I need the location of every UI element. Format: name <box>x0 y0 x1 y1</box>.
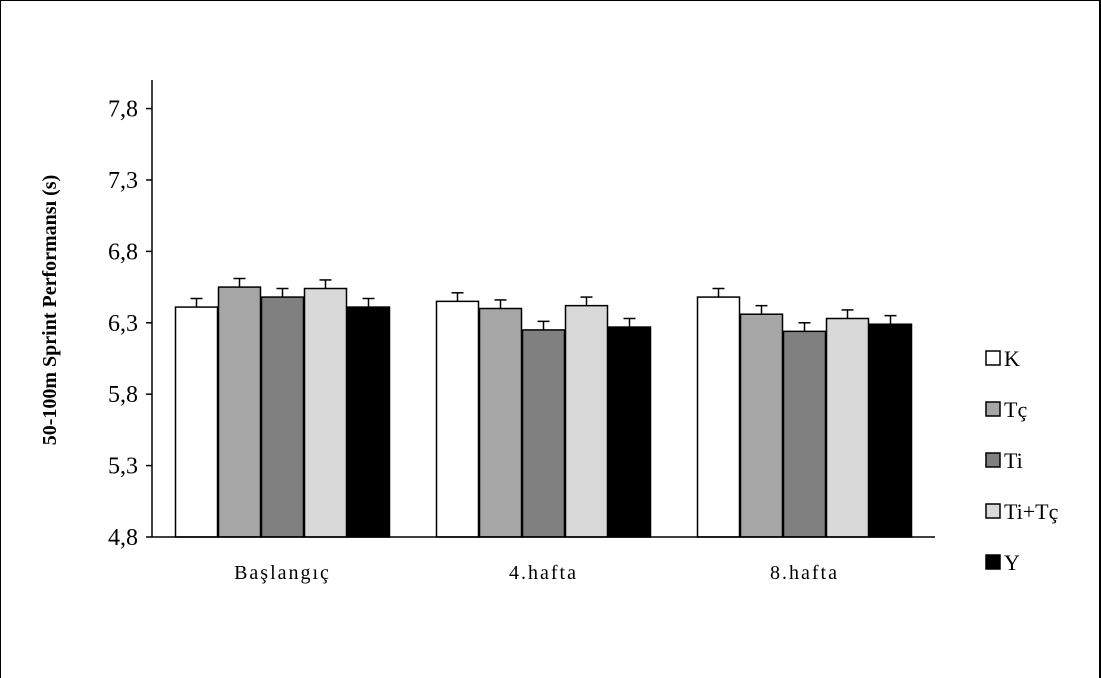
legend-label: Ti+Tç <box>1004 499 1059 524</box>
y-axis-label: 50-100m Sprint Performansı (s) <box>39 175 61 446</box>
y-tick-label: 5,8 <box>108 382 138 408</box>
bar <box>435 300 480 538</box>
bar <box>782 330 827 538</box>
legend-label: Tç <box>1004 397 1027 422</box>
bar <box>696 296 741 538</box>
y-tick-label: 5,3 <box>108 454 138 480</box>
bar <box>478 307 523 538</box>
x-axis: Başlangıç 4.hafta 8.hafta <box>152 536 935 584</box>
bar <box>825 317 870 538</box>
bars <box>174 277 913 538</box>
legend-swatch <box>985 452 1001 468</box>
bar <box>303 287 348 538</box>
legend-label: Ti <box>1004 448 1023 473</box>
legend-swatch <box>985 350 1001 366</box>
legend-swatch <box>985 503 1001 519</box>
bar <box>521 329 566 538</box>
legend-label: Y <box>1004 550 1020 575</box>
bar <box>260 296 305 538</box>
y-tick-label: 7,8 <box>108 97 138 123</box>
bar <box>868 323 913 538</box>
y-tick-label: 4,8 <box>108 525 138 551</box>
x-tick-label: 8.hafta <box>770 562 839 584</box>
y-axis: 4,8 5,3 5,8 6,3 6,8 7,3 7,8 <box>108 80 153 551</box>
legend-swatch <box>985 401 1001 417</box>
bar <box>739 313 784 538</box>
y-tick-label: 6,3 <box>108 311 138 337</box>
legend-swatch <box>985 554 1001 570</box>
legend: K Tç Ti Ti+Tç Y <box>985 346 1059 575</box>
y-tick-label: 7,3 <box>108 168 138 194</box>
x-tick-label: Başlangıç <box>234 562 331 584</box>
legend-label: K <box>1004 346 1020 371</box>
bar <box>174 306 219 538</box>
y-tick-label: 6,8 <box>108 239 138 265</box>
bar <box>607 326 652 538</box>
bar <box>564 304 609 538</box>
bar <box>217 286 262 538</box>
bar <box>346 306 391 538</box>
x-tick-label: 4.hafta <box>509 562 578 584</box>
